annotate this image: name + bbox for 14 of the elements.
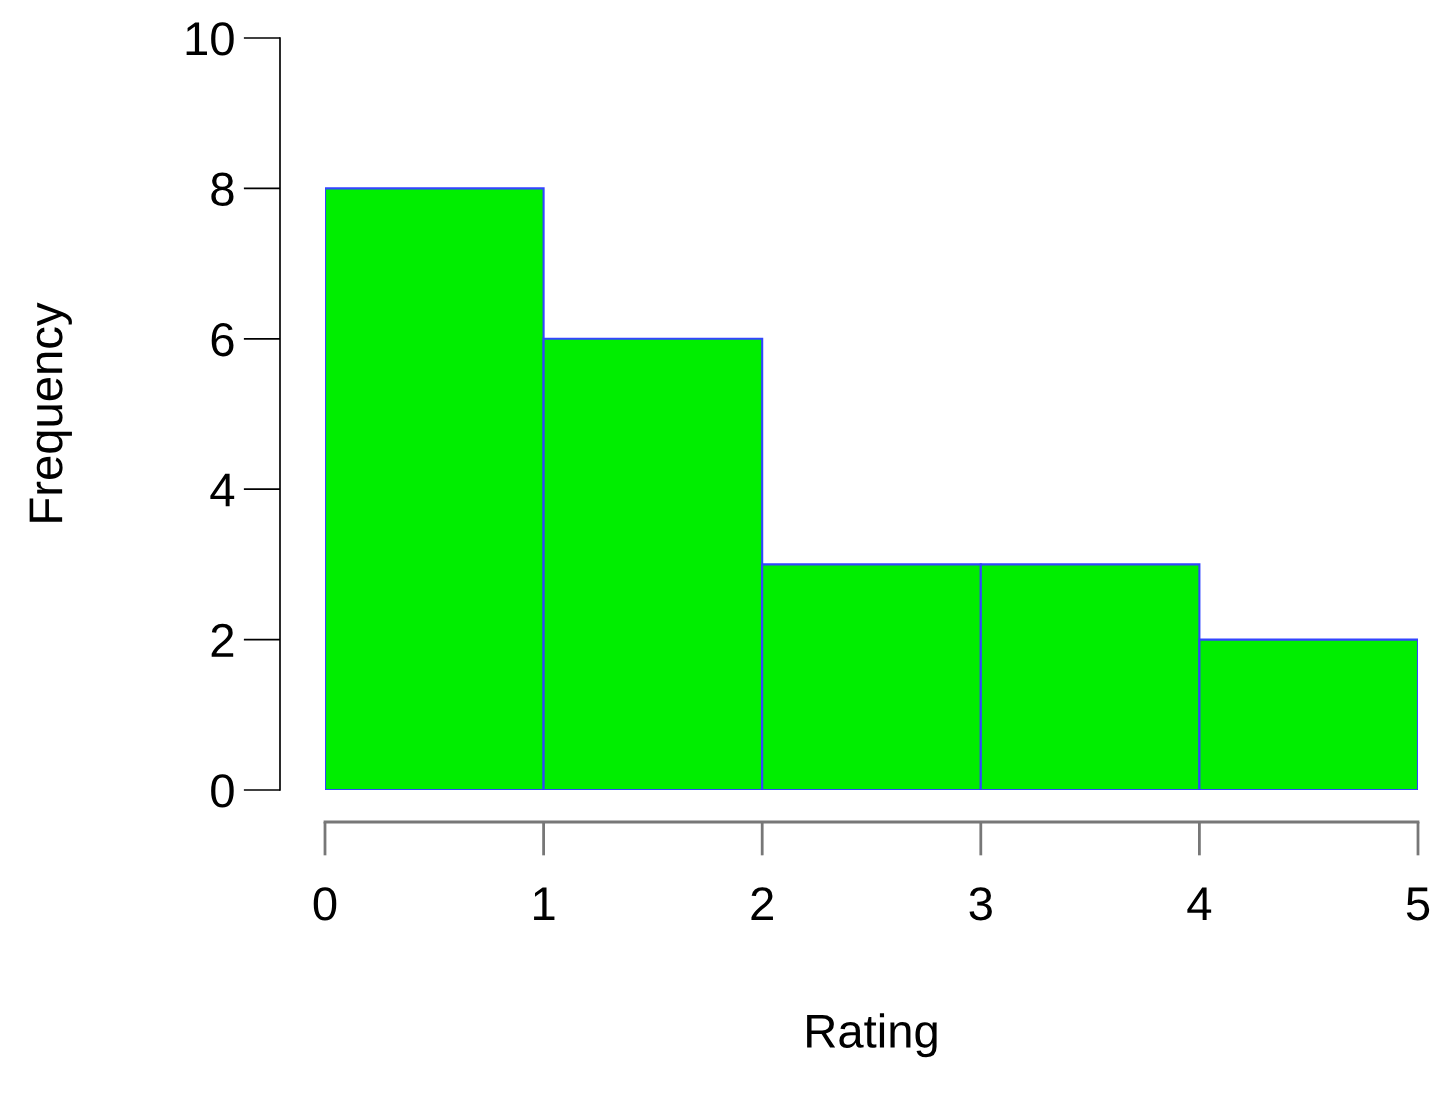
y-tick-label: 4 — [210, 473, 235, 507]
x-tick-label: 2 — [751, 887, 773, 921]
y-tick-label: 8 — [211, 172, 234, 206]
y-tick-label: 6 — [211, 322, 234, 357]
y-tick-label: 0 — [211, 774, 234, 808]
x-tick-label: 5 — [1406, 887, 1430, 921]
x-axis-title: Rating — [807, 1013, 937, 1058]
y-tick-label: 2 — [211, 623, 234, 657]
y-axis-title: Frequency — [29, 302, 72, 522]
x-tick-label: 3 — [969, 887, 992, 921]
x-tick-label: 4 — [1187, 887, 1212, 921]
x-tick-label: 1 — [534, 887, 555, 921]
y-tick-label: 10 — [186, 22, 234, 56]
x-tick-label: 0 — [313, 887, 337, 921]
